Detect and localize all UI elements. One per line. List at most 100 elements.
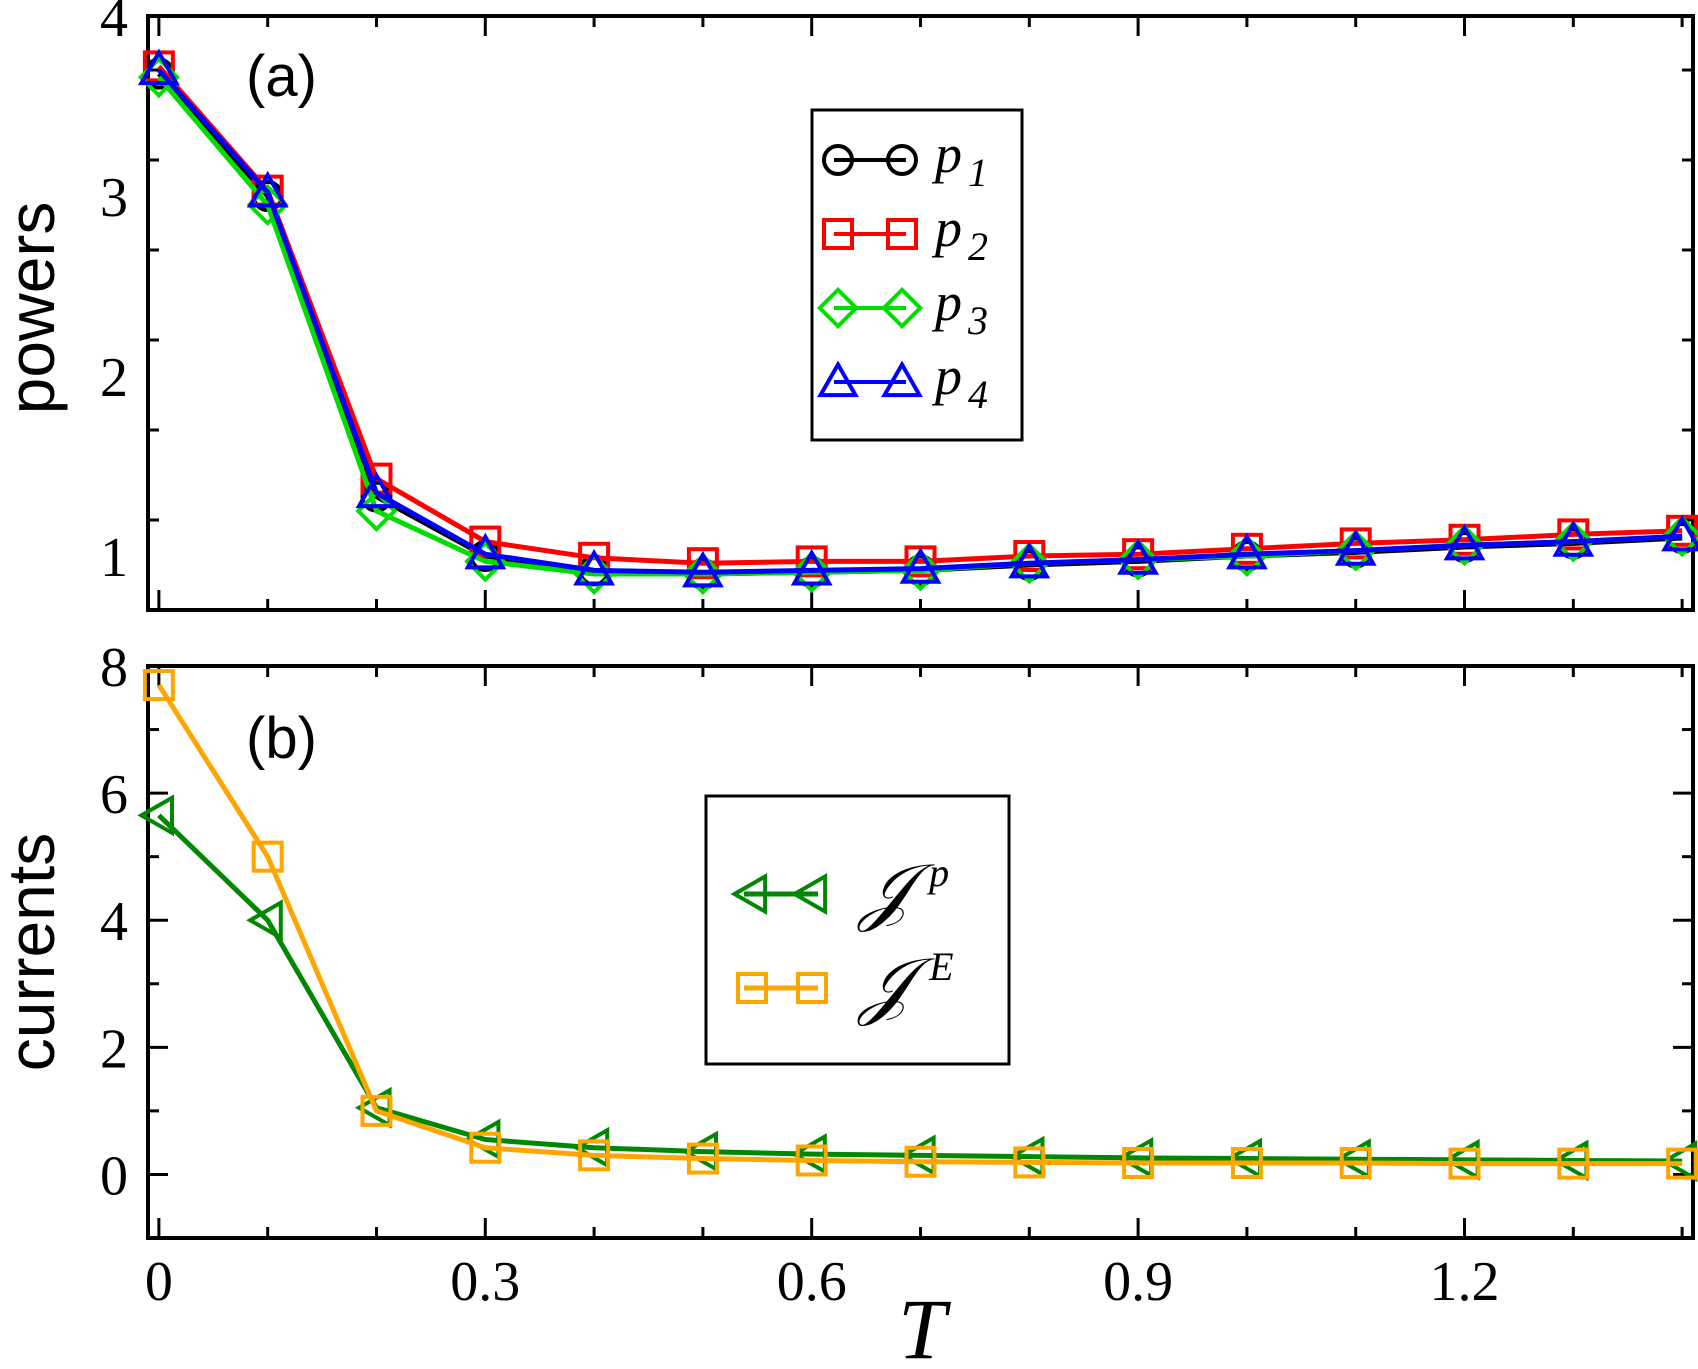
- legend-a-swatch-marker: [886, 218, 918, 250]
- legend-b-swatch-marker: [730, 873, 768, 915]
- legend-a-p2-name: p: [931, 198, 962, 258]
- x-tick-label: 0.9: [1103, 1251, 1173, 1313]
- data-point: [1443, 524, 1486, 567]
- data-point: [142, 669, 175, 702]
- data-point: [1334, 529, 1377, 566]
- legend-a-swatch-marker: [816, 286, 860, 330]
- data-point: [246, 899, 283, 942]
- legend-a-p1-sub: 1: [968, 150, 988, 195]
- data-point: [137, 48, 180, 86]
- data-point: [1443, 523, 1486, 561]
- panel-b-y-tick-labels: 0 2 4 6 8: [100, 637, 128, 1207]
- panel-a-ticks: [148, 16, 1693, 612]
- data-point: [899, 547, 942, 584]
- legend-a-swatch-marker: [822, 218, 854, 250]
- y-tick-label: 2: [100, 347, 128, 409]
- data-point: [790, 551, 833, 594]
- panel-b-series: [137, 669, 1698, 1183]
- panel-b-label: (b): [246, 706, 317, 771]
- data-point: [795, 1144, 828, 1177]
- y-tick-label: 8: [100, 637, 128, 699]
- legend-a-swatch-marker: [817, 360, 859, 398]
- legend-a-p3-sub: 3: [967, 298, 988, 343]
- data-point: [360, 1094, 393, 1127]
- data-point: [1117, 538, 1160, 575]
- panel-a-legend-box: [810, 108, 1024, 442]
- legend-a-p1-name: p: [931, 124, 962, 184]
- series-0-3: [137, 48, 1698, 588]
- legend-b-je-sup: E: [928, 944, 953, 989]
- legend-a-p4-name: p: [931, 346, 962, 406]
- data-point: [686, 547, 719, 580]
- data-point: [246, 170, 289, 208]
- data-point: [1661, 514, 1698, 552]
- data-point: [1225, 532, 1268, 570]
- data-point: [1117, 538, 1160, 581]
- data-point: [1448, 1147, 1481, 1180]
- y-tick-label: 1: [100, 527, 128, 589]
- y-tick-label: 3: [100, 167, 128, 229]
- data-point: [1225, 534, 1268, 578]
- series-line: [156, 683, 1683, 1167]
- data-point: [573, 548, 616, 586]
- panel-b-y-axis-title: currents: [0, 833, 68, 1071]
- data-point: [681, 552, 724, 596]
- data-point: [1230, 1147, 1263, 1180]
- legend-a-swatch-marker: [886, 144, 918, 176]
- data-point: [899, 549, 942, 592]
- data-point: [1666, 1147, 1698, 1180]
- y-tick-label: 2: [100, 1018, 128, 1080]
- data-point: [578, 1139, 611, 1172]
- legend-a-swatch-marker: [880, 286, 924, 330]
- legend-a-p4-sub: 4: [968, 372, 988, 417]
- x-tick-label: 0.6: [777, 1251, 847, 1313]
- legend-a-swatch-marker: [881, 360, 923, 398]
- panel-a-label: (a): [246, 44, 317, 109]
- legend-a-swatch-marker: [822, 144, 854, 176]
- panel-a-y-axis-title: powers: [0, 202, 68, 415]
- panel-a-legend-swatches: [816, 144, 924, 398]
- y-tick-label: 4: [100, 0, 128, 49]
- series-line: [157, 813, 1683, 1164]
- data-point: [1552, 520, 1595, 557]
- data-point: [464, 532, 507, 570]
- data-point: [1008, 541, 1051, 579]
- panel-b-ticks: [148, 664, 1693, 1240]
- panel-a-series: [137, 48, 1698, 596]
- data-point: [355, 471, 398, 509]
- panel-a-y-tick-labels: 1 2 3 4: [100, 0, 128, 589]
- data-point: [1008, 542, 1051, 585]
- data-point: [1661, 515, 1698, 558]
- data-point: [795, 545, 828, 578]
- data-point: [1339, 1147, 1372, 1180]
- y-tick-label: 0: [100, 1145, 128, 1207]
- data-point: [137, 794, 175, 837]
- y-tick-label: 4: [100, 891, 128, 953]
- data-point: [1122, 1147, 1155, 1180]
- panel-b-x-tick-labels: 0 0.3 0.6 0.9 1.2: [145, 1251, 1500, 1313]
- legend-a-p3-name: p: [931, 272, 962, 332]
- series-line: [156, 64, 1683, 566]
- legend-b-swatch-marker: [796, 972, 828, 1004]
- data-point: [1334, 529, 1377, 572]
- series-line: [157, 68, 1683, 575]
- x-axis-title: T: [898, 1281, 951, 1369]
- series-1-1: [142, 669, 1698, 1180]
- data-point: [469, 1131, 502, 1164]
- panel-b-legend-swatches: [730, 873, 828, 1004]
- data-point: [1013, 1146, 1046, 1179]
- data-point: [681, 550, 724, 588]
- x-tick-label: 1.2: [1430, 1251, 1500, 1313]
- x-tick-label: 0.3: [450, 1251, 520, 1313]
- data-point: [251, 840, 284, 873]
- legend-b-swatch-marker: [736, 972, 768, 1004]
- panel-b-legend-box: [704, 794, 1011, 1066]
